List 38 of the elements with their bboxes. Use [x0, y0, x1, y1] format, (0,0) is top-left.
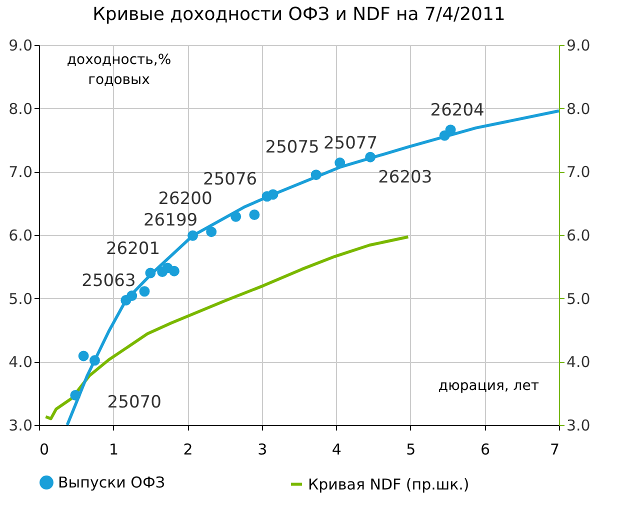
x-tick-label: 5 [406, 440, 416, 458]
x-tick-label: 4 [332, 440, 342, 458]
annotation: 26200 [158, 189, 212, 210]
x-tick-label: 1 [109, 440, 119, 458]
annotation: 26201 [106, 239, 160, 260]
y2-tick-label: 4.0 [566, 353, 590, 372]
y-tick-label: 8.0 [8, 100, 32, 118]
chart-title: Кривые доходности ОФЗ и NDF на 7/4/2011 [92, 4, 506, 25]
legend-label: Кривая NDF (пр.шк.) [308, 475, 470, 494]
annotation: 26203 [378, 167, 432, 188]
y2-tick-label: 8.0 [566, 100, 590, 118]
x-axis-title: дюрация, лет [438, 378, 539, 394]
x-tick-label: 7 [550, 440, 560, 458]
y2-tick-label: 7.0 [566, 163, 590, 182]
y-tick-label: 9.0 [8, 36, 32, 54]
x-tick-label: 2 [183, 440, 193, 458]
y-tick-label: 3.0 [8, 416, 32, 434]
y2-tick-label: 3.0 [566, 416, 590, 434]
x-tick-label: 6 [480, 440, 490, 458]
y-tick-label: 4.0 [8, 353, 32, 372]
y2-tick-label: 6.0 [566, 226, 590, 244]
annotation: 25070 [107, 392, 162, 412]
annotation: 25063 [82, 270, 136, 291]
annotation: 26204 [430, 100, 484, 120]
y-tick-label: 7.0 [8, 163, 32, 182]
y-tick-label: 6.0 [8, 226, 32, 244]
line-series [44, 235, 410, 420]
y2-tick-label: 9.0 [566, 36, 590, 54]
annotation: 26199 [143, 210, 198, 231]
x-tick-label: 3 [258, 440, 268, 458]
y-tick-label: 5.0 [8, 290, 32, 308]
x-tick-label: 0 [40, 440, 50, 458]
annotation: 25075 [265, 138, 320, 158]
annotation: 25076 [203, 170, 258, 190]
y2-tick-label: 5.0 [566, 290, 590, 308]
y-axis-title: доходность,% годовых [66, 52, 172, 88]
annotation: 25077 [323, 133, 378, 154]
legend-label: Выпуски ОФЗ [58, 474, 165, 492]
